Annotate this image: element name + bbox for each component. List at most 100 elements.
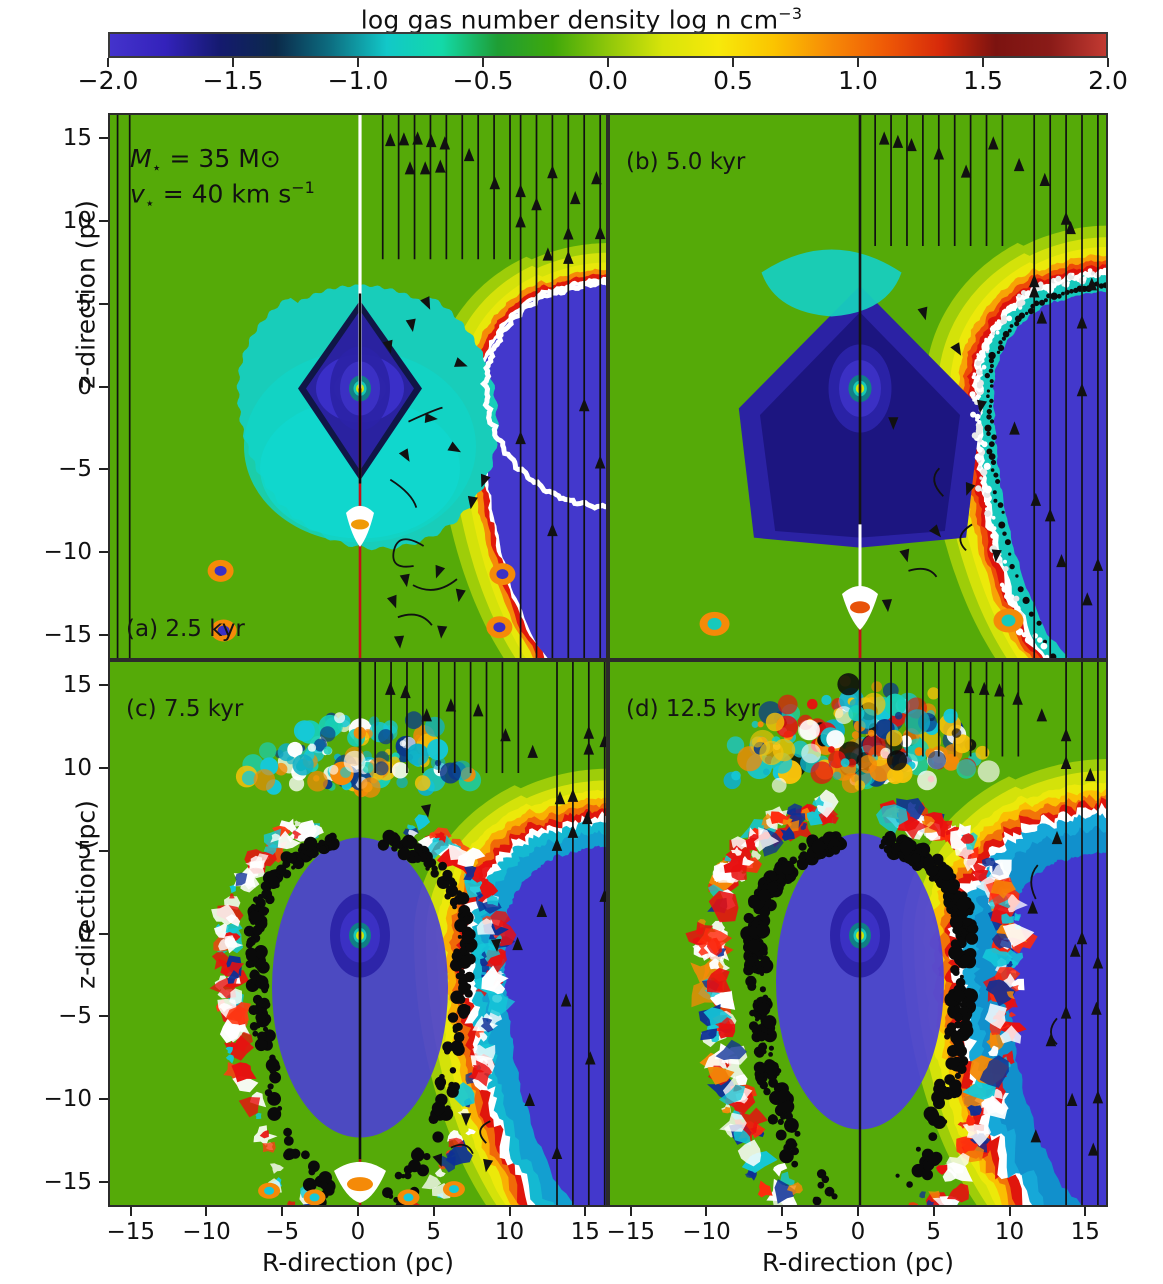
x-tick-label: −10 — [182, 1219, 231, 1245]
colorbar-ticklabels: −2.0 −1.5 −1.0 −0.5 0.0 0.5 1.0 1.5 2.0 — [0, 66, 1163, 100]
colorbar-tick — [232, 58, 234, 67]
x-tick-mark — [629, 1207, 632, 1216]
x-tick-mark — [932, 1207, 935, 1216]
colorbar-tick-label: −0.5 — [452, 66, 514, 95]
panel-d-plot — [610, 662, 1106, 1205]
panel-d-label: (d) 12.5 kyr — [626, 696, 760, 722]
x-tick-mark — [781, 1207, 784, 1216]
colorbar-tick-label: −1.5 — [202, 66, 264, 95]
y-tick-mark — [99, 683, 108, 686]
colorbar-tickmarks — [107, 58, 1109, 68]
colorbar-tick-label: 0.0 — [588, 66, 628, 95]
y-tick-mark — [99, 1181, 108, 1184]
panel-b-plot — [610, 115, 1106, 658]
velocity-symbol: v — [130, 179, 145, 209]
x-tick-label: 5 — [926, 1219, 942, 1245]
y-tick-label: 0 — [77, 373, 92, 400]
panel-c-label: (c) 7.5 kyr — [126, 696, 244, 722]
colorbar-title-text: log gas number density log n cm — [360, 5, 779, 35]
panel-c[interactable]: (c) 7.5 kyr — [108, 660, 608, 1207]
velocity-exponent: −1 — [291, 178, 315, 198]
panel-a[interactable]: M⋆ = 35 M⊙ v⋆ = 40 km s−1 (a) 2.5 kyr — [108, 113, 608, 660]
x-tick-mark — [205, 1207, 208, 1216]
y-tick-mark — [99, 551, 108, 554]
y-tick-label: 0 — [77, 920, 92, 947]
x-tick-label: 15 — [570, 1219, 600, 1245]
y-tick-label: −10 — [43, 1086, 92, 1113]
x-tick-mark — [357, 1207, 359, 1216]
mass-symbol: M — [130, 144, 152, 173]
y-tick-mark — [99, 849, 108, 852]
panel-c-plot — [110, 662, 606, 1205]
x-tick-mark — [857, 1207, 859, 1216]
colorbar-tick — [732, 58, 734, 67]
x-axis-label-left: R-direction (pc) — [261, 1248, 454, 1277]
y-tick-label: 10 — [62, 754, 92, 781]
x-tick-mark — [129, 1207, 132, 1216]
panel-a-plot — [110, 115, 606, 658]
x-tick-label: 15 — [1070, 1219, 1100, 1245]
x-tick-label: −10 — [682, 1219, 731, 1245]
colorbar-tick — [982, 58, 984, 67]
colorbar-tick — [1107, 58, 1109, 67]
x-tick-label: −5 — [265, 1219, 300, 1245]
mass-value: = 35 M — [161, 144, 260, 173]
x-tick-label: 5 — [426, 1219, 442, 1245]
y-tick-label: 10 — [62, 207, 92, 234]
y-tick-label: −5 — [58, 1003, 92, 1030]
panel-a-label: (a) 2.5 kyr — [126, 616, 245, 642]
colorbar-tick-label: 1.5 — [963, 66, 1003, 95]
velocity-value: = 40 km s — [154, 179, 292, 209]
y-tick-label: −5 — [58, 456, 92, 483]
x-tick-label: 0 — [850, 1219, 866, 1245]
mass-star-sub: ⋆ — [151, 158, 162, 177]
y-tick-label: −15 — [43, 1169, 92, 1196]
panel-d[interactable]: (d) 12.5 kyr — [608, 660, 1108, 1207]
x-tick-mark — [1084, 1207, 1087, 1216]
x-tick-label: −15 — [606, 1219, 655, 1245]
colorbar-gradient — [110, 34, 1106, 56]
x-tick-mark — [508, 1207, 511, 1216]
colorbar — [108, 32, 1108, 58]
y-tick-mark — [99, 302, 108, 305]
colorbar-tick — [357, 58, 359, 67]
x-tick-label: 0 — [350, 1219, 366, 1245]
velocity-star-sub: ⋆ — [144, 193, 155, 213]
colorbar-tick-label: 2.0 — [1088, 66, 1128, 95]
x-tick-label: 10 — [494, 1219, 525, 1245]
x-tick-mark — [281, 1207, 284, 1216]
colorbar-title: log gas number density log n cm−3 — [0, 4, 1163, 34]
x-tick-mark — [584, 1207, 587, 1216]
y-tick-label: −15 — [43, 622, 92, 649]
x-tick-mark — [705, 1207, 708, 1216]
colorbar-tick — [607, 58, 609, 67]
y-tick-label: 5 — [77, 290, 92, 317]
panel-b[interactable]: (b) 5.0 kyr — [608, 113, 1108, 660]
y-tick-mark — [99, 634, 108, 637]
y-tick-mark — [99, 932, 108, 935]
x-tick-mark — [1008, 1207, 1011, 1216]
colorbar-tick — [857, 58, 859, 67]
x-tick-label: 10 — [994, 1219, 1025, 1245]
solar-mass-symbol: ⊙ — [259, 144, 281, 173]
y-tick-mark — [99, 385, 108, 388]
y-tick-label: 5 — [77, 837, 92, 864]
y-tick-label: −10 — [43, 539, 92, 566]
y-tick-mark — [99, 1098, 108, 1101]
colorbar-title-exponent: −3 — [778, 4, 803, 23]
colorbar-tick-label: −2.0 — [77, 66, 139, 95]
x-tick-label: −15 — [106, 1219, 155, 1245]
y-tick-mark — [99, 1015, 108, 1018]
colorbar-tick — [482, 58, 484, 67]
x-tick-label: −5 — [765, 1219, 800, 1245]
panel-b-label: (b) 5.0 kyr — [626, 149, 746, 175]
y-tick-mark — [99, 468, 108, 471]
x-axis-label-right: R-direction (pc) — [761, 1248, 954, 1277]
y-tick-mark — [99, 219, 108, 222]
colorbar-tick-label: −1.0 — [327, 66, 389, 95]
y-tick-mark — [99, 136, 108, 139]
colorbar-tick-label: 0.5 — [713, 66, 753, 95]
x-tick-mark — [432, 1207, 435, 1216]
